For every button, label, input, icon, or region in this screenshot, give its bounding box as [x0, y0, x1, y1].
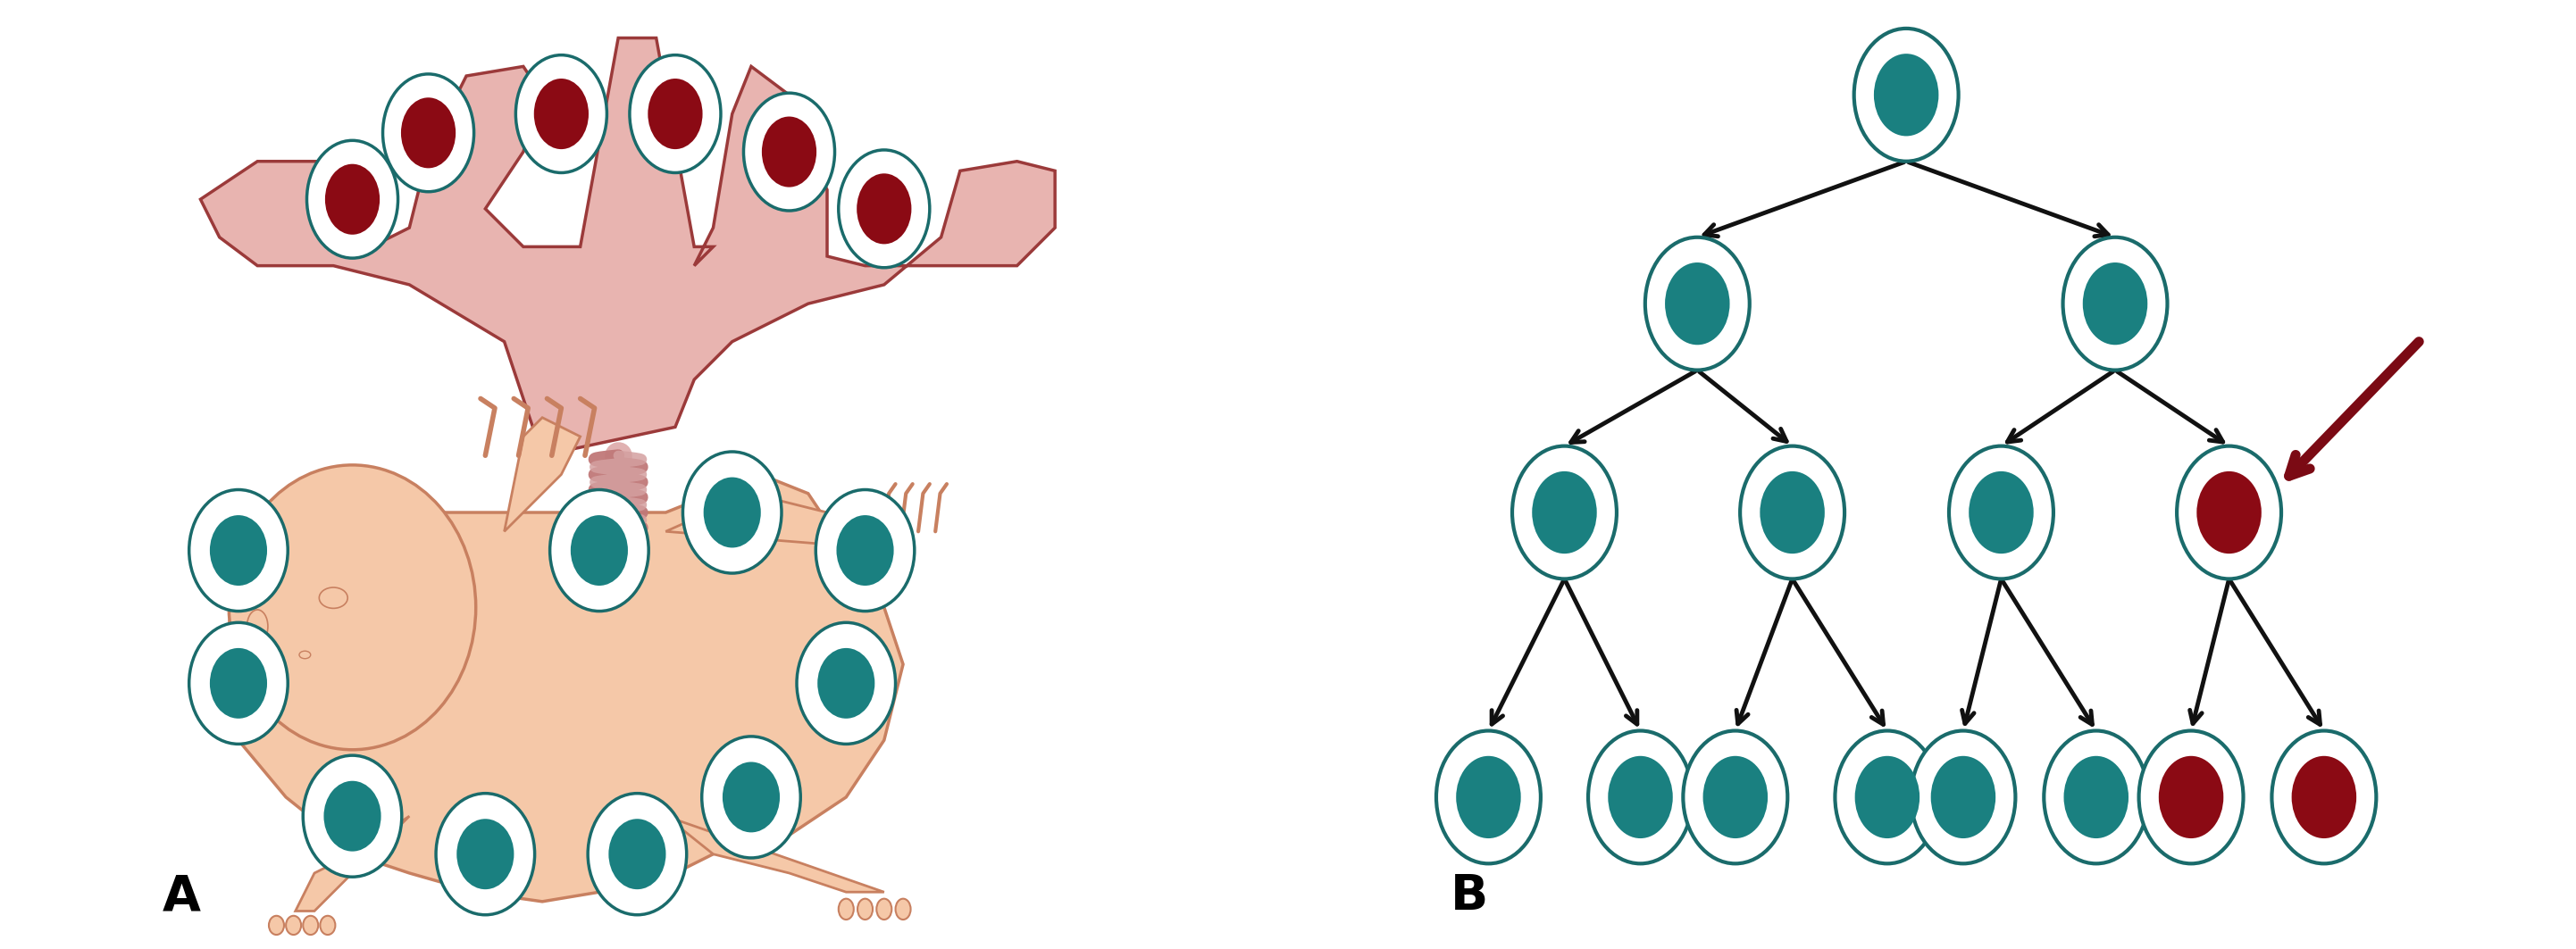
Ellipse shape — [325, 164, 379, 234]
Ellipse shape — [2159, 756, 2223, 838]
Ellipse shape — [229, 465, 477, 750]
Ellipse shape — [608, 819, 665, 889]
Polygon shape — [665, 816, 884, 892]
Ellipse shape — [2063, 756, 2128, 838]
Ellipse shape — [1703, 756, 1767, 838]
Ellipse shape — [209, 648, 268, 718]
Ellipse shape — [2293, 756, 2357, 838]
Ellipse shape — [1455, 756, 1520, 838]
Ellipse shape — [1512, 446, 1618, 579]
Ellipse shape — [304, 916, 319, 935]
Ellipse shape — [2084, 263, 2148, 344]
Ellipse shape — [1589, 731, 1692, 864]
Ellipse shape — [762, 117, 817, 187]
Ellipse shape — [837, 515, 894, 586]
Ellipse shape — [456, 819, 515, 889]
Ellipse shape — [721, 762, 781, 832]
Ellipse shape — [435, 793, 536, 915]
Ellipse shape — [2043, 731, 2148, 864]
Ellipse shape — [1759, 472, 1824, 553]
Ellipse shape — [533, 79, 590, 149]
Ellipse shape — [876, 899, 891, 920]
Ellipse shape — [286, 916, 301, 935]
Ellipse shape — [858, 174, 912, 244]
Ellipse shape — [1607, 756, 1672, 838]
Ellipse shape — [1739, 446, 1844, 579]
Ellipse shape — [319, 916, 335, 935]
Ellipse shape — [1664, 263, 1728, 344]
Ellipse shape — [188, 623, 289, 744]
Ellipse shape — [896, 899, 912, 920]
Polygon shape — [665, 493, 904, 550]
Text: B: B — [1450, 872, 1489, 921]
Ellipse shape — [2177, 446, 2282, 579]
Ellipse shape — [683, 452, 781, 573]
Ellipse shape — [268, 916, 283, 935]
Ellipse shape — [2138, 731, 2244, 864]
Ellipse shape — [1932, 756, 1996, 838]
Ellipse shape — [1834, 731, 1940, 864]
Ellipse shape — [858, 899, 873, 920]
Ellipse shape — [1855, 756, 1919, 838]
Polygon shape — [201, 38, 1056, 456]
Ellipse shape — [1646, 237, 1749, 370]
Ellipse shape — [1968, 472, 2032, 553]
Ellipse shape — [840, 150, 930, 268]
Ellipse shape — [384, 74, 474, 192]
Ellipse shape — [703, 477, 760, 548]
Polygon shape — [219, 474, 904, 902]
Ellipse shape — [1533, 472, 1597, 553]
Ellipse shape — [2272, 731, 2375, 864]
Ellipse shape — [647, 79, 703, 149]
Ellipse shape — [629, 55, 721, 173]
Ellipse shape — [515, 55, 608, 173]
Ellipse shape — [840, 899, 853, 920]
Ellipse shape — [1855, 28, 1958, 161]
Ellipse shape — [188, 490, 289, 611]
Ellipse shape — [817, 648, 876, 718]
Polygon shape — [505, 418, 580, 531]
Ellipse shape — [1950, 446, 2053, 579]
Ellipse shape — [229, 600, 268, 653]
Ellipse shape — [587, 793, 688, 915]
Text: A: A — [162, 872, 201, 921]
Ellipse shape — [319, 587, 348, 608]
Ellipse shape — [304, 755, 402, 877]
Ellipse shape — [2063, 237, 2166, 370]
Ellipse shape — [402, 98, 456, 168]
Ellipse shape — [2197, 472, 2262, 553]
Polygon shape — [296, 816, 410, 911]
Ellipse shape — [325, 781, 381, 851]
Ellipse shape — [796, 623, 896, 744]
Ellipse shape — [572, 515, 629, 586]
Ellipse shape — [1437, 731, 1540, 864]
Ellipse shape — [1682, 731, 1788, 864]
Ellipse shape — [209, 515, 268, 586]
Ellipse shape — [817, 490, 914, 611]
Ellipse shape — [549, 490, 649, 611]
Ellipse shape — [1911, 731, 2014, 864]
Ellipse shape — [307, 140, 397, 258]
Ellipse shape — [744, 93, 835, 211]
Ellipse shape — [1873, 54, 1940, 136]
Ellipse shape — [701, 736, 801, 858]
